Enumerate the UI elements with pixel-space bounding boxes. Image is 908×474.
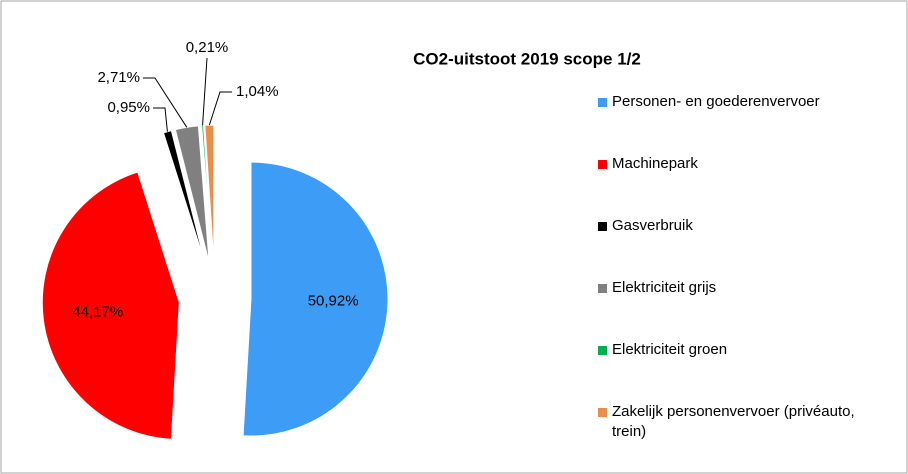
legend-label: Zakelijk personenvervoer (privéauto, tre…	[612, 403, 855, 440]
data-label: 0,95%	[107, 99, 150, 116]
legend-label: Elektriciteit groen	[612, 341, 728, 358]
pie-slice	[162, 130, 206, 264]
leader-line	[143, 77, 188, 128]
pie-slice	[41, 171, 180, 440]
leader-line	[153, 107, 168, 132]
chart-title: CO2-uitstoot 2019 scope 1/2	[413, 49, 641, 68]
leader-line	[208, 91, 232, 126]
legend-label: Elektriciteit grijs	[612, 279, 717, 296]
legend-label: Gasverbruik	[612, 217, 693, 234]
data-label: 1,04%	[236, 83, 279, 100]
legend-label: Personen- en goederenvervoer	[612, 93, 820, 110]
legend-item: Elektriciteit groen	[598, 340, 868, 360]
data-label: 44,17%	[72, 304, 123, 321]
pie-slice	[204, 124, 215, 263]
pie-slice	[201, 124, 213, 263]
data-label: 50,92%	[308, 292, 359, 309]
legend-swatch	[598, 346, 607, 355]
legend-item: Gasverbruik	[598, 216, 868, 236]
data-label: 2,71%	[97, 69, 140, 86]
legend-item: Personen- en goederenvervoer	[598, 92, 868, 112]
legend-item: Zakelijk personenvervoer (privéauto, tre…	[598, 402, 868, 442]
legend-label: Machinepark	[612, 155, 698, 172]
leader-line	[202, 57, 208, 126]
legend-swatch	[598, 222, 607, 231]
legend-swatch	[598, 98, 607, 107]
legend-swatch	[598, 284, 607, 293]
legend-swatch	[598, 160, 607, 169]
legend-swatch	[598, 408, 607, 417]
pie-slice	[242, 161, 389, 437]
data-label: 0,21%	[186, 39, 229, 56]
legend-item: Machinepark	[598, 154, 868, 174]
legend-item: Elektriciteit grijs	[598, 278, 868, 298]
